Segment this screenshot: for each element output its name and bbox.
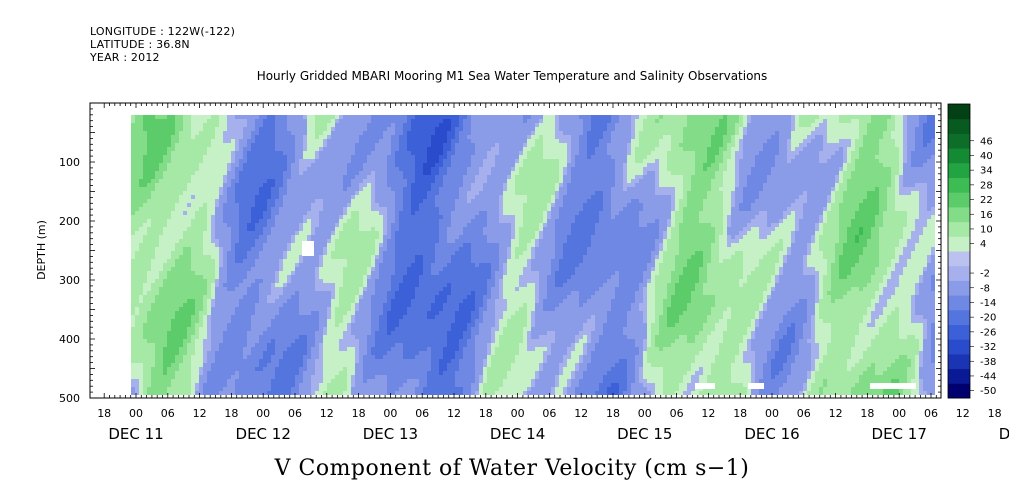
x-tick-label: 06: [924, 407, 938, 420]
x-tick-label: 00: [511, 407, 525, 420]
x-tick-label: 18: [224, 407, 238, 420]
colorbar-swatch: [948, 251, 970, 267]
colorbar-label: -8: [980, 283, 990, 294]
colorbar-label: -38: [980, 357, 996, 368]
x-tick-label: 12: [447, 407, 461, 420]
y-tick-label: 400: [59, 333, 80, 346]
colorbar-label: -2: [980, 269, 990, 280]
colorbar-swatch: [948, 133, 970, 149]
colorbar-swatch: [948, 104, 970, 120]
y-axis-label: DEPTH (m): [35, 220, 48, 280]
x-axis: 18 00 06 12 18 00 06 12 18 00 06 12 18 00 06 12 18 00 06 12…: [97, 103, 1009, 443]
x-tick-label: 12: [320, 407, 334, 420]
x-tick-label: 00: [256, 407, 270, 420]
heatmap-field: [131, 114, 935, 395]
x-day-label: DEC 18: [999, 425, 1009, 443]
x-day-label: DEC 17: [872, 425, 927, 443]
chart-title: Hourly Gridded MBARI Mooring M1 Sea Wate…: [257, 69, 768, 83]
colorbar-swatch: [948, 221, 970, 237]
y-tick-label: 300: [59, 274, 80, 287]
year-label: YEAR : 2012: [89, 51, 160, 64]
bottom-title: V Component of Water Velocity (cm s−1): [274, 456, 750, 481]
y-tick-label: 100: [59, 156, 80, 169]
colorbar-label: 46: [980, 136, 993, 147]
colorbar-label: 10: [980, 225, 993, 236]
x-tick-label: 12: [956, 407, 970, 420]
colorbar-swatch: [948, 206, 970, 223]
x-tick-label: 12: [829, 407, 843, 420]
x-tick-label: 18: [479, 407, 493, 420]
x-tick-label: 00: [638, 407, 652, 420]
x-tick-label: 18: [352, 407, 366, 420]
x-tick-label: 00: [892, 407, 906, 420]
colorbar-label: 40: [980, 151, 993, 162]
colorbar-label: -32: [980, 342, 996, 353]
colorbar-label: 34: [980, 166, 993, 177]
colorbar-swatch: [948, 353, 970, 370]
colorbar-swatch: [948, 265, 970, 281]
colorbar-label: 16: [980, 210, 993, 221]
colorbar-label: -44: [980, 371, 996, 382]
colorbar-swatch: [948, 236, 970, 252]
x-tick-label: 00: [129, 407, 143, 420]
longitude-label: LONGITUDE : 122W(-122): [90, 25, 235, 38]
x-tick-label: 06: [415, 407, 429, 420]
colorbar-label: -14: [980, 298, 996, 309]
x-tick-label: 18: [97, 407, 111, 420]
latitude-label: LATITUDE : 36.8N: [90, 38, 190, 51]
colorbar-swatch: [948, 339, 970, 355]
colorbar-swatch: [948, 177, 970, 193]
x-tick-label: 00: [765, 407, 779, 420]
colorbar-label: -26: [980, 327, 996, 338]
x-tick-label: 06: [670, 407, 684, 420]
colorbar-swatch: [948, 383, 970, 399]
y-axis: 100 200 300 400 500: [59, 102, 941, 405]
colorbar-swatch: [948, 368, 970, 384]
colorbar-label: 4: [980, 239, 986, 250]
colorbar-swatch: [948, 295, 970, 311]
colorbar-label: -50: [980, 386, 996, 397]
colorbar-swatch: [948, 309, 970, 325]
x-tick-label: 18: [988, 407, 1002, 420]
colorbar: 46 40 34 28 22 16 10 4 -2 -8 -14 -20 -26 -32 -38 -44 -50: [947, 103, 996, 399]
colorbar-label: -20: [980, 313, 996, 324]
x-tick-label: 06: [288, 407, 302, 420]
x-day-label: DEC 11: [108, 425, 163, 443]
y-tick-label: 200: [59, 215, 80, 228]
colorbar-label: 28: [980, 180, 993, 191]
colorbar-swatch: [948, 192, 970, 208]
colorbar-swatch: [948, 148, 970, 164]
x-day-label: DEC 14: [490, 425, 545, 443]
x-tick-label: 06: [161, 407, 175, 420]
colorbar-label: 22: [980, 195, 993, 206]
x-tick-label: 06: [542, 407, 556, 420]
colorbar-swatch: [948, 324, 970, 340]
colorbar-swatch: [948, 118, 970, 134]
x-day-label: DEC 12: [236, 425, 291, 443]
x-tick-label: 12: [193, 407, 207, 420]
x-tick-label: 00: [383, 407, 397, 420]
x-tick-label: 18: [860, 407, 874, 420]
colorbar-swatch: [948, 280, 970, 296]
x-tick-label: 12: [574, 407, 588, 420]
x-day-label: DEC 15: [617, 425, 672, 443]
x-day-label: DEC 13: [363, 425, 418, 443]
x-tick-label: 18: [606, 407, 620, 420]
y-tick-label: 500: [59, 392, 80, 405]
x-tick-label: 12: [701, 407, 715, 420]
x-tick-label: 18: [733, 407, 747, 420]
x-day-label: DEC 16: [744, 425, 799, 443]
colorbar-swatch: [948, 162, 970, 178]
x-tick-label: 06: [797, 407, 811, 420]
